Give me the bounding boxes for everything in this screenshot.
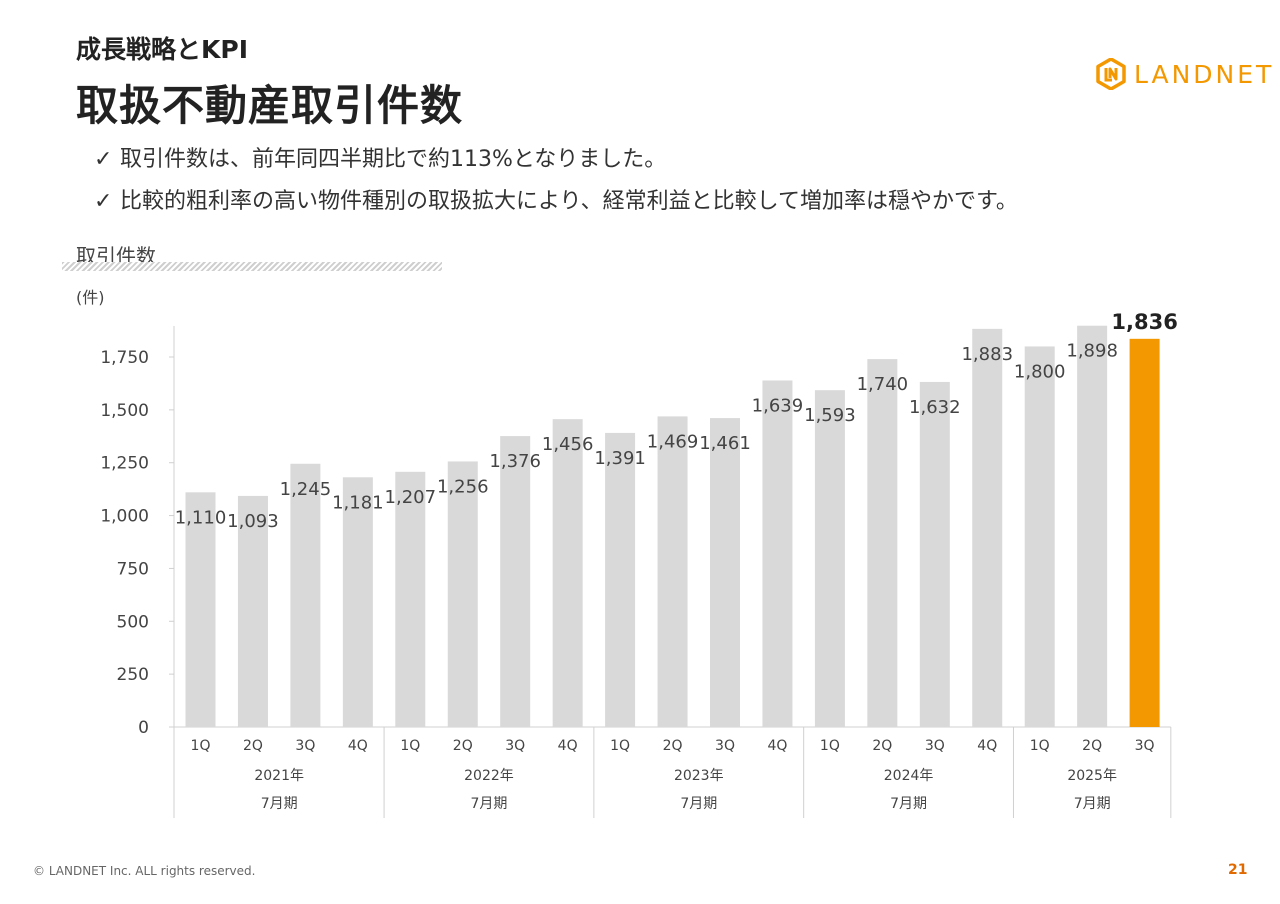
x-tick-label: 2Q <box>663 738 683 754</box>
bar <box>605 432 636 727</box>
bar <box>1024 346 1055 727</box>
value-label: 1,093 <box>227 511 279 532</box>
x-tick-label: 1Q <box>191 738 211 754</box>
value-label: 1,461 <box>699 433 751 454</box>
x-tick-label: 1Q <box>610 738 630 754</box>
bullet-text: 取引件数は、前年同四半期比で約113%となりました。 <box>120 147 667 172</box>
bar <box>867 359 898 727</box>
bar <box>500 436 531 727</box>
x-tick-label: 3Q <box>1135 738 1155 754</box>
value-label: 1,593 <box>804 405 856 426</box>
y-tick-label: 1,250 <box>100 454 149 474</box>
bar <box>1077 325 1108 727</box>
check-icon: ✓ <box>94 147 113 172</box>
logo-text: LANDNET <box>1134 59 1275 89</box>
bullet-list: ✓ 取引件数は、前年同四半期比で約113%となりました。 ✓ 比較的粗利率の高い物件… <box>94 145 1018 229</box>
group-year-label: 2023年 <box>674 768 724 784</box>
group-year-label: 2025年 <box>1067 768 1117 784</box>
check-icon: ✓ <box>94 189 113 214</box>
bar <box>447 461 478 727</box>
value-label: 1,469 <box>647 431 699 452</box>
value-label: 1,800 <box>1014 361 1066 382</box>
landnet-logo-icon <box>1096 58 1126 90</box>
value-label: 1,898 <box>1066 341 1118 362</box>
value-label: 1,245 <box>280 479 332 500</box>
bar <box>237 495 268 727</box>
group-period-label: 7月期 <box>261 796 298 812</box>
x-tick-label: 1Q <box>820 738 840 754</box>
y-tick-label: 750 <box>117 559 149 579</box>
bar <box>185 492 216 727</box>
page-number: 21 <box>1228 862 1248 878</box>
bar <box>762 380 793 727</box>
group-year-label: 2021年 <box>254 768 304 784</box>
group-year-label: 2024年 <box>884 768 934 784</box>
y-tick-label: 500 <box>117 612 149 632</box>
bar <box>710 418 740 727</box>
x-tick-label: 3Q <box>505 738 525 754</box>
copyright: © LANDNET Inc. ALL rights reserved. <box>33 864 256 878</box>
bullet-text: 比較的粗利率の高い物件種別の取扱拡大により、経常利益と比較して増加率は穏やかです… <box>120 189 1018 214</box>
bar <box>342 477 373 727</box>
bar <box>290 463 321 727</box>
x-tick-label: 1Q <box>400 738 420 754</box>
value-label: 1,376 <box>489 451 541 472</box>
value-label: 1,632 <box>909 397 961 418</box>
y-tick-label: 250 <box>117 665 149 685</box>
x-tick-label: 2Q <box>872 738 892 754</box>
value-label: 1,883 <box>961 344 1013 365</box>
bullet-item: ✓ 取引件数は、前年同四半期比で約113%となりました。 <box>94 145 1018 187</box>
x-tick-label: 1Q <box>1030 738 1050 754</box>
y-tick-label: 1,500 <box>100 401 149 421</box>
group-period-label: 7月期 <box>890 796 927 812</box>
y-unit-label: (件) <box>76 288 105 307</box>
x-tick-label: 2Q <box>1082 738 1102 754</box>
value-label: 1,639 <box>752 395 804 416</box>
brand-logo: LANDNET <box>1096 58 1274 90</box>
bar <box>972 328 1003 727</box>
value-label: 1,456 <box>542 434 594 455</box>
x-tick-label: 3Q <box>715 738 735 754</box>
bar-highlight <box>1129 338 1160 727</box>
bar <box>919 381 950 727</box>
value-label: 1,207 <box>385 487 437 508</box>
x-tick-label: 2Q <box>453 738 473 754</box>
y-tick-label: 1,000 <box>100 507 149 527</box>
value-label: 1,836 <box>1111 310 1177 334</box>
x-tick-label: 3Q <box>295 738 315 754</box>
y-tick-label: 0 <box>138 718 149 738</box>
bar <box>552 419 583 727</box>
group-year-label: 2022年 <box>464 768 514 784</box>
x-tick-label: 2Q <box>243 738 263 754</box>
bar <box>395 471 426 727</box>
bullet-item: ✓ 比較的粗利率の高い物件種別の取扱拡大により、経常利益と比較して増加率は穏やかで… <box>94 187 1018 229</box>
label-underline-hatch <box>62 262 442 271</box>
x-tick-label: 4Q <box>558 738 578 754</box>
group-period-label: 7月期 <box>471 796 508 812</box>
value-label: 1,740 <box>857 374 909 395</box>
value-label: 1,181 <box>332 492 384 513</box>
x-tick-label: 3Q <box>925 738 945 754</box>
bar <box>814 390 845 727</box>
group-period-label: 7月期 <box>680 796 717 812</box>
value-label: 1,256 <box>437 476 489 497</box>
section-subtitle: 成長戦略とKPI <box>76 35 248 64</box>
x-tick-label: 4Q <box>767 738 787 754</box>
x-tick-label: 4Q <box>348 738 368 754</box>
page-title: 取扱不動産取引件数 <box>76 81 464 130</box>
value-label: 1,110 <box>175 507 227 528</box>
group-period-label: 7月期 <box>1074 796 1111 812</box>
value-label: 1,391 <box>594 448 646 469</box>
x-tick-label: 4Q <box>977 738 997 754</box>
y-tick-label: 1,750 <box>100 348 149 368</box>
bar <box>657 416 688 727</box>
